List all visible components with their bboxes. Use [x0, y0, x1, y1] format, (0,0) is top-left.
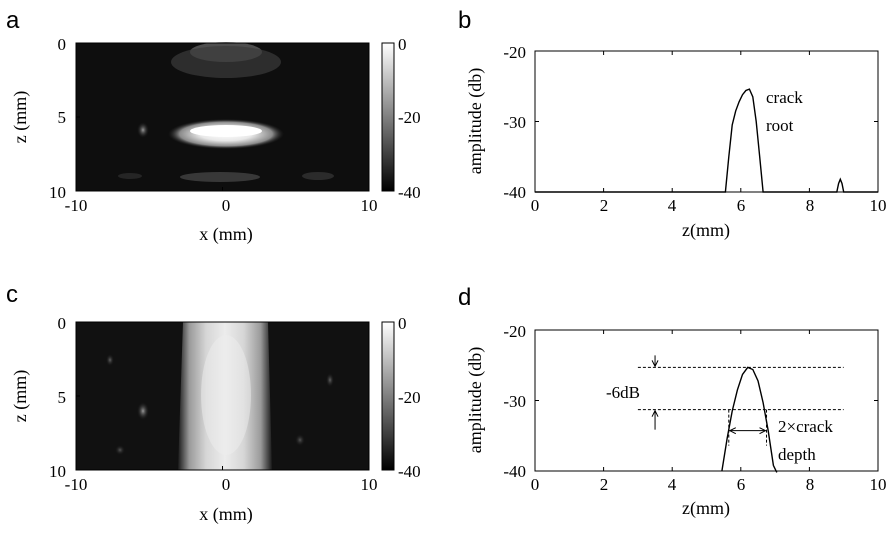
panel-label-a: a [6, 7, 20, 34]
annotation-crack-depth-line1: 2×crack [778, 417, 833, 436]
heatmap-a-texture [118, 42, 334, 182]
x-tick-label: 10 [361, 475, 378, 494]
x-axis-title: x (mm) [199, 224, 253, 245]
x-tick-label: 0 [531, 475, 540, 494]
x-tick-label: 0 [531, 196, 540, 215]
tick-marks-b [534, 50, 879, 193]
panel-label-b: b [458, 7, 471, 34]
panel-label-c: c [6, 281, 18, 308]
annotation-crack: crack [766, 88, 803, 107]
x-axis-title: z(mm) [682, 220, 730, 241]
x-tick-label: 4 [668, 475, 677, 494]
y-tick-label: 5 [58, 388, 67, 407]
x-tick-label: 10 [870, 475, 887, 494]
width-arrow-head-left [728, 427, 737, 435]
x-tick-label: -10 [65, 196, 88, 215]
x-tick-label: 0 [222, 475, 231, 494]
x-tick-label: 10 [361, 196, 378, 215]
panel-a: a 0 5 10 -10 0 10 x (mm) z (mm) 0 -20 -4 [6, 7, 421, 245]
x-tick-label: 0 [222, 196, 231, 215]
annotation-crack-depth-line2: depth [778, 445, 816, 464]
y-axis-title: z (mm) [10, 370, 31, 422]
tick-labels-b: -20 -30 -40 0 2 4 6 8 10 [503, 43, 886, 215]
x-tick-label: 10 [870, 196, 887, 215]
colorbar-a: 0 -20 -40 [381, 35, 421, 202]
y-tick-label: 5 [58, 108, 67, 127]
annotation-minus6db: -6dB [606, 383, 640, 402]
heatmap-tick-marks [75, 42, 370, 192]
plot-frame-b [534, 50, 879, 193]
x-tick-label: 6 [737, 475, 746, 494]
plot-frame-d [534, 329, 879, 472]
heatmap-a-ticks: 0 5 10 -10 0 10 [49, 35, 378, 215]
arrow-head [651, 409, 659, 417]
x-tick-label: 2 [600, 196, 609, 215]
y-tick-label: 0 [58, 314, 67, 333]
x-tick-label: 4 [668, 196, 677, 215]
tick-labels-d: -20 -30 -40 0 2 4 6 8 10 [503, 322, 886, 494]
y-axis-title: amplitude (db) [465, 347, 486, 453]
tick-marks-d [534, 329, 879, 472]
y-axis-title: amplitude (db) [465, 68, 486, 174]
y-axis-title: z (mm) [10, 91, 31, 143]
x-tick-label: 6 [737, 196, 746, 215]
annotation-root: root [766, 116, 794, 135]
y-tick-label: -40 [503, 462, 526, 481]
minus6db-arrows [651, 355, 659, 430]
y-tick-label: -30 [503, 392, 526, 411]
x-axis-title: x (mm) [199, 504, 253, 525]
colorbar-tick-label: -20 [398, 388, 421, 407]
panel-label-d: d [458, 284, 471, 311]
width-marker [728, 409, 768, 446]
series-line-d [721, 366, 778, 473]
heatmap-c-texture [106, 322, 334, 470]
panel-c: c 0 5 10 -10 0 10 x (mm) z (mm) 0 -20 -4… [6, 281, 421, 525]
y-tick-label: 10 [49, 183, 66, 202]
x-tick-label: 8 [806, 475, 815, 494]
colorbar-tick-label: 0 [398, 314, 407, 333]
width-arrow-head-right [759, 427, 767, 435]
x-axis-title: z(mm) [682, 498, 730, 519]
panel-b: b -20 -30 -40 0 2 4 6 8 10 z(mm) amplitu… [458, 7, 887, 241]
y-tick-label: 0 [58, 35, 67, 54]
colorbar-tick-label: -40 [398, 462, 421, 481]
y-tick-label: 10 [49, 462, 66, 481]
x-tick-label: 8 [806, 196, 815, 215]
x-tick-label: 2 [600, 475, 609, 494]
panel-d: d -20 -30 -40 0 2 4 6 8 10 z(mm) amplitu… [458, 284, 887, 519]
arrow-head [651, 360, 659, 368]
x-tick-label: -10 [65, 475, 88, 494]
colorbar-c: 0 -20 -40 [381, 314, 421, 481]
y-tick-label: -30 [503, 113, 526, 132]
colorbar-tick-label: 0 [398, 35, 407, 54]
series-line-b [535, 88, 878, 193]
y-tick-label: -20 [503, 322, 526, 341]
colorbar-tick-label: -20 [398, 108, 421, 127]
y-tick-label: -40 [503, 183, 526, 202]
y-tick-label: -20 [503, 43, 526, 62]
heatmap-c-ticks: 0 5 10 -10 0 10 [49, 314, 378, 494]
heatmap-tick-marks [75, 321, 370, 471]
colorbar-tick-label: -40 [398, 183, 421, 202]
